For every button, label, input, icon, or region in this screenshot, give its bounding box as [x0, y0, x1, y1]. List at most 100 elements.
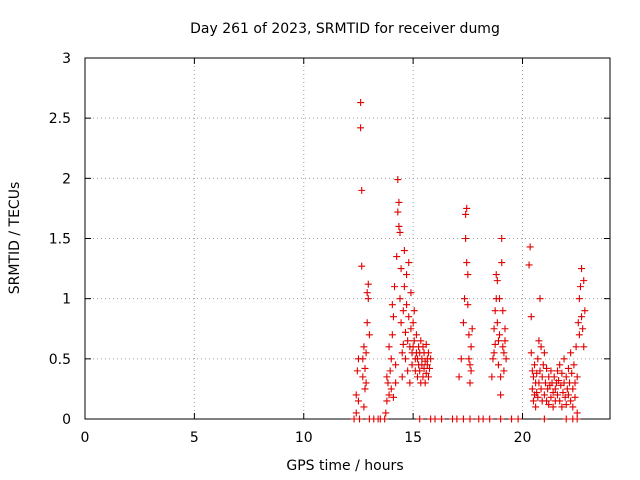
x-axis-label: GPS time / hours — [286, 458, 403, 474]
data-point — [537, 385, 545, 393]
data-point — [363, 319, 371, 327]
data-point — [358, 186, 366, 194]
data-point — [494, 361, 502, 369]
data-point — [490, 349, 498, 357]
data-point — [545, 401, 553, 409]
data-point — [500, 367, 508, 375]
x-tick-label: 10 — [295, 430, 313, 446]
data-point — [362, 379, 370, 387]
data-point — [409, 319, 417, 327]
data-point — [412, 331, 420, 339]
data-point — [508, 415, 516, 423]
y-tick-label: 0 — [62, 412, 71, 428]
data-point — [461, 295, 469, 303]
data-point — [359, 355, 367, 363]
y-tick-label: 1 — [62, 292, 71, 308]
data-point — [410, 337, 418, 345]
data-point — [459, 415, 467, 423]
data-point — [556, 397, 564, 405]
data-point — [493, 277, 501, 285]
data-point — [581, 307, 589, 315]
data-point — [392, 361, 400, 369]
data-point — [467, 343, 475, 351]
data-point — [496, 331, 504, 339]
data-point — [562, 415, 570, 423]
data-point — [541, 379, 549, 387]
data-point — [388, 301, 396, 309]
data-point — [386, 367, 394, 375]
data-point — [531, 361, 539, 369]
data-point — [502, 355, 510, 363]
data-point — [464, 271, 472, 279]
data-point — [498, 235, 506, 242]
data-point — [532, 403, 540, 411]
data-point — [385, 343, 393, 351]
data-point — [410, 307, 418, 315]
data-point — [575, 295, 583, 303]
y-tick-label: 2 — [62, 171, 71, 187]
data-point — [401, 328, 409, 336]
data-point — [403, 271, 411, 279]
data-point — [361, 385, 369, 393]
data-point — [404, 337, 412, 345]
data-point — [540, 415, 548, 423]
data-point — [354, 397, 362, 405]
data-point — [500, 349, 508, 357]
data-point — [571, 379, 579, 387]
data-point — [422, 369, 430, 377]
data-point — [558, 403, 566, 411]
data-point — [385, 391, 393, 399]
data-point — [491, 340, 499, 348]
data-point — [382, 409, 390, 417]
data-point — [463, 204, 471, 212]
x-tick-label: 20 — [514, 430, 532, 446]
data-point — [406, 379, 414, 387]
data-point — [499, 343, 507, 351]
data-point — [360, 343, 368, 351]
data-point — [514, 415, 522, 423]
data-point — [533, 389, 541, 397]
x-tick-label: 5 — [190, 430, 199, 446]
data-point — [401, 355, 409, 363]
data-point — [578, 265, 586, 273]
data-point — [360, 403, 368, 411]
data-point — [543, 397, 551, 405]
data-point — [400, 283, 408, 291]
data-point — [525, 261, 533, 269]
data-point — [497, 373, 505, 381]
data-point — [424, 349, 432, 357]
data-point — [580, 343, 588, 351]
data-point — [352, 391, 360, 399]
x-tick-label: 15 — [404, 430, 422, 446]
data-point — [438, 415, 446, 423]
data-point — [416, 367, 424, 375]
data-point — [459, 319, 467, 327]
data-point — [535, 379, 543, 387]
data-point — [404, 367, 412, 375]
data-point — [540, 391, 548, 399]
data-point — [497, 415, 505, 423]
data-point — [564, 391, 572, 399]
data-point — [395, 222, 403, 230]
data-point — [405, 259, 413, 267]
data-point — [383, 373, 391, 381]
data-point — [422, 340, 430, 348]
data-point — [395, 198, 403, 206]
data-point — [426, 364, 434, 372]
data-point — [576, 283, 584, 291]
data-point — [564, 364, 572, 372]
data-point — [527, 349, 535, 357]
data-point — [423, 361, 431, 369]
data-point — [572, 343, 580, 351]
y-tick-label: 0.5 — [49, 352, 71, 368]
data-point — [357, 124, 365, 132]
data-point — [489, 355, 497, 363]
data-point — [363, 289, 371, 297]
data-point — [391, 283, 399, 291]
data-point — [389, 393, 397, 401]
axis-ticks: 0 0.5 1 1.5 2 2.5 3 0 5 10 15 20 — [49, 51, 610, 446]
data-point — [554, 367, 561, 375]
data-point — [407, 289, 415, 297]
data-point — [358, 262, 366, 270]
